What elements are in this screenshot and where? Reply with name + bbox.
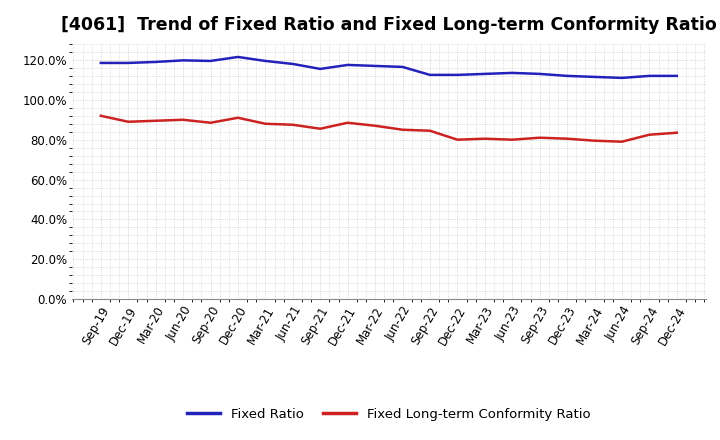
Fixed Ratio xyxy=(343,62,352,68)
Fixed Ratio xyxy=(398,64,407,70)
Fixed Long-term Conformity Ratio xyxy=(426,128,434,133)
Fixed Long-term Conformity Ratio xyxy=(508,137,516,142)
Title: [4061]  Trend of Fixed Ratio and Fixed Long-term Conformity Ratio: [4061] Trend of Fixed Ratio and Fixed Lo… xyxy=(61,16,716,34)
Fixed Long-term Conformity Ratio xyxy=(289,122,297,128)
Fixed Ratio xyxy=(261,59,270,64)
Fixed Ratio xyxy=(563,73,572,78)
Fixed Ratio xyxy=(96,60,105,66)
Fixed Long-term Conformity Ratio xyxy=(645,132,654,137)
Fixed Long-term Conformity Ratio xyxy=(398,127,407,132)
Fixed Long-term Conformity Ratio xyxy=(536,135,544,140)
Fixed Long-term Conformity Ratio xyxy=(590,138,599,143)
Fixed Long-term Conformity Ratio xyxy=(371,123,379,128)
Fixed Long-term Conformity Ratio xyxy=(316,126,325,132)
Fixed Long-term Conformity Ratio xyxy=(563,136,572,141)
Legend: Fixed Ratio, Fixed Long-term Conformity Ratio: Fixed Ratio, Fixed Long-term Conformity … xyxy=(182,403,595,426)
Fixed Long-term Conformity Ratio xyxy=(206,120,215,125)
Fixed Ratio xyxy=(480,71,489,77)
Fixed Ratio xyxy=(124,60,132,66)
Fixed Ratio xyxy=(233,54,242,59)
Fixed Ratio xyxy=(645,73,654,78)
Fixed Long-term Conformity Ratio xyxy=(96,113,105,118)
Fixed Ratio xyxy=(426,72,434,77)
Fixed Long-term Conformity Ratio xyxy=(233,115,242,121)
Fixed Ratio xyxy=(590,74,599,80)
Fixed Long-term Conformity Ratio xyxy=(618,139,626,144)
Fixed Ratio xyxy=(508,70,516,76)
Fixed Ratio xyxy=(672,73,681,78)
Fixed Long-term Conformity Ratio xyxy=(343,120,352,125)
Fixed Ratio xyxy=(206,59,215,64)
Fixed Ratio xyxy=(536,71,544,77)
Fixed Long-term Conformity Ratio xyxy=(261,121,270,126)
Fixed Long-term Conformity Ratio xyxy=(672,130,681,136)
Fixed Ratio xyxy=(371,63,379,69)
Fixed Ratio xyxy=(289,61,297,66)
Fixed Long-term Conformity Ratio xyxy=(480,136,489,141)
Fixed Ratio xyxy=(151,59,160,65)
Fixed Long-term Conformity Ratio xyxy=(179,117,187,122)
Fixed Ratio xyxy=(453,72,462,77)
Fixed Long-term Conformity Ratio xyxy=(453,137,462,142)
Fixed Long-term Conformity Ratio xyxy=(151,118,160,123)
Line: Fixed Long-term Conformity Ratio: Fixed Long-term Conformity Ratio xyxy=(101,116,677,142)
Fixed Long-term Conformity Ratio xyxy=(124,119,132,125)
Fixed Ratio xyxy=(316,66,325,72)
Fixed Ratio xyxy=(179,58,187,63)
Fixed Ratio xyxy=(618,75,626,81)
Line: Fixed Ratio: Fixed Ratio xyxy=(101,57,677,78)
